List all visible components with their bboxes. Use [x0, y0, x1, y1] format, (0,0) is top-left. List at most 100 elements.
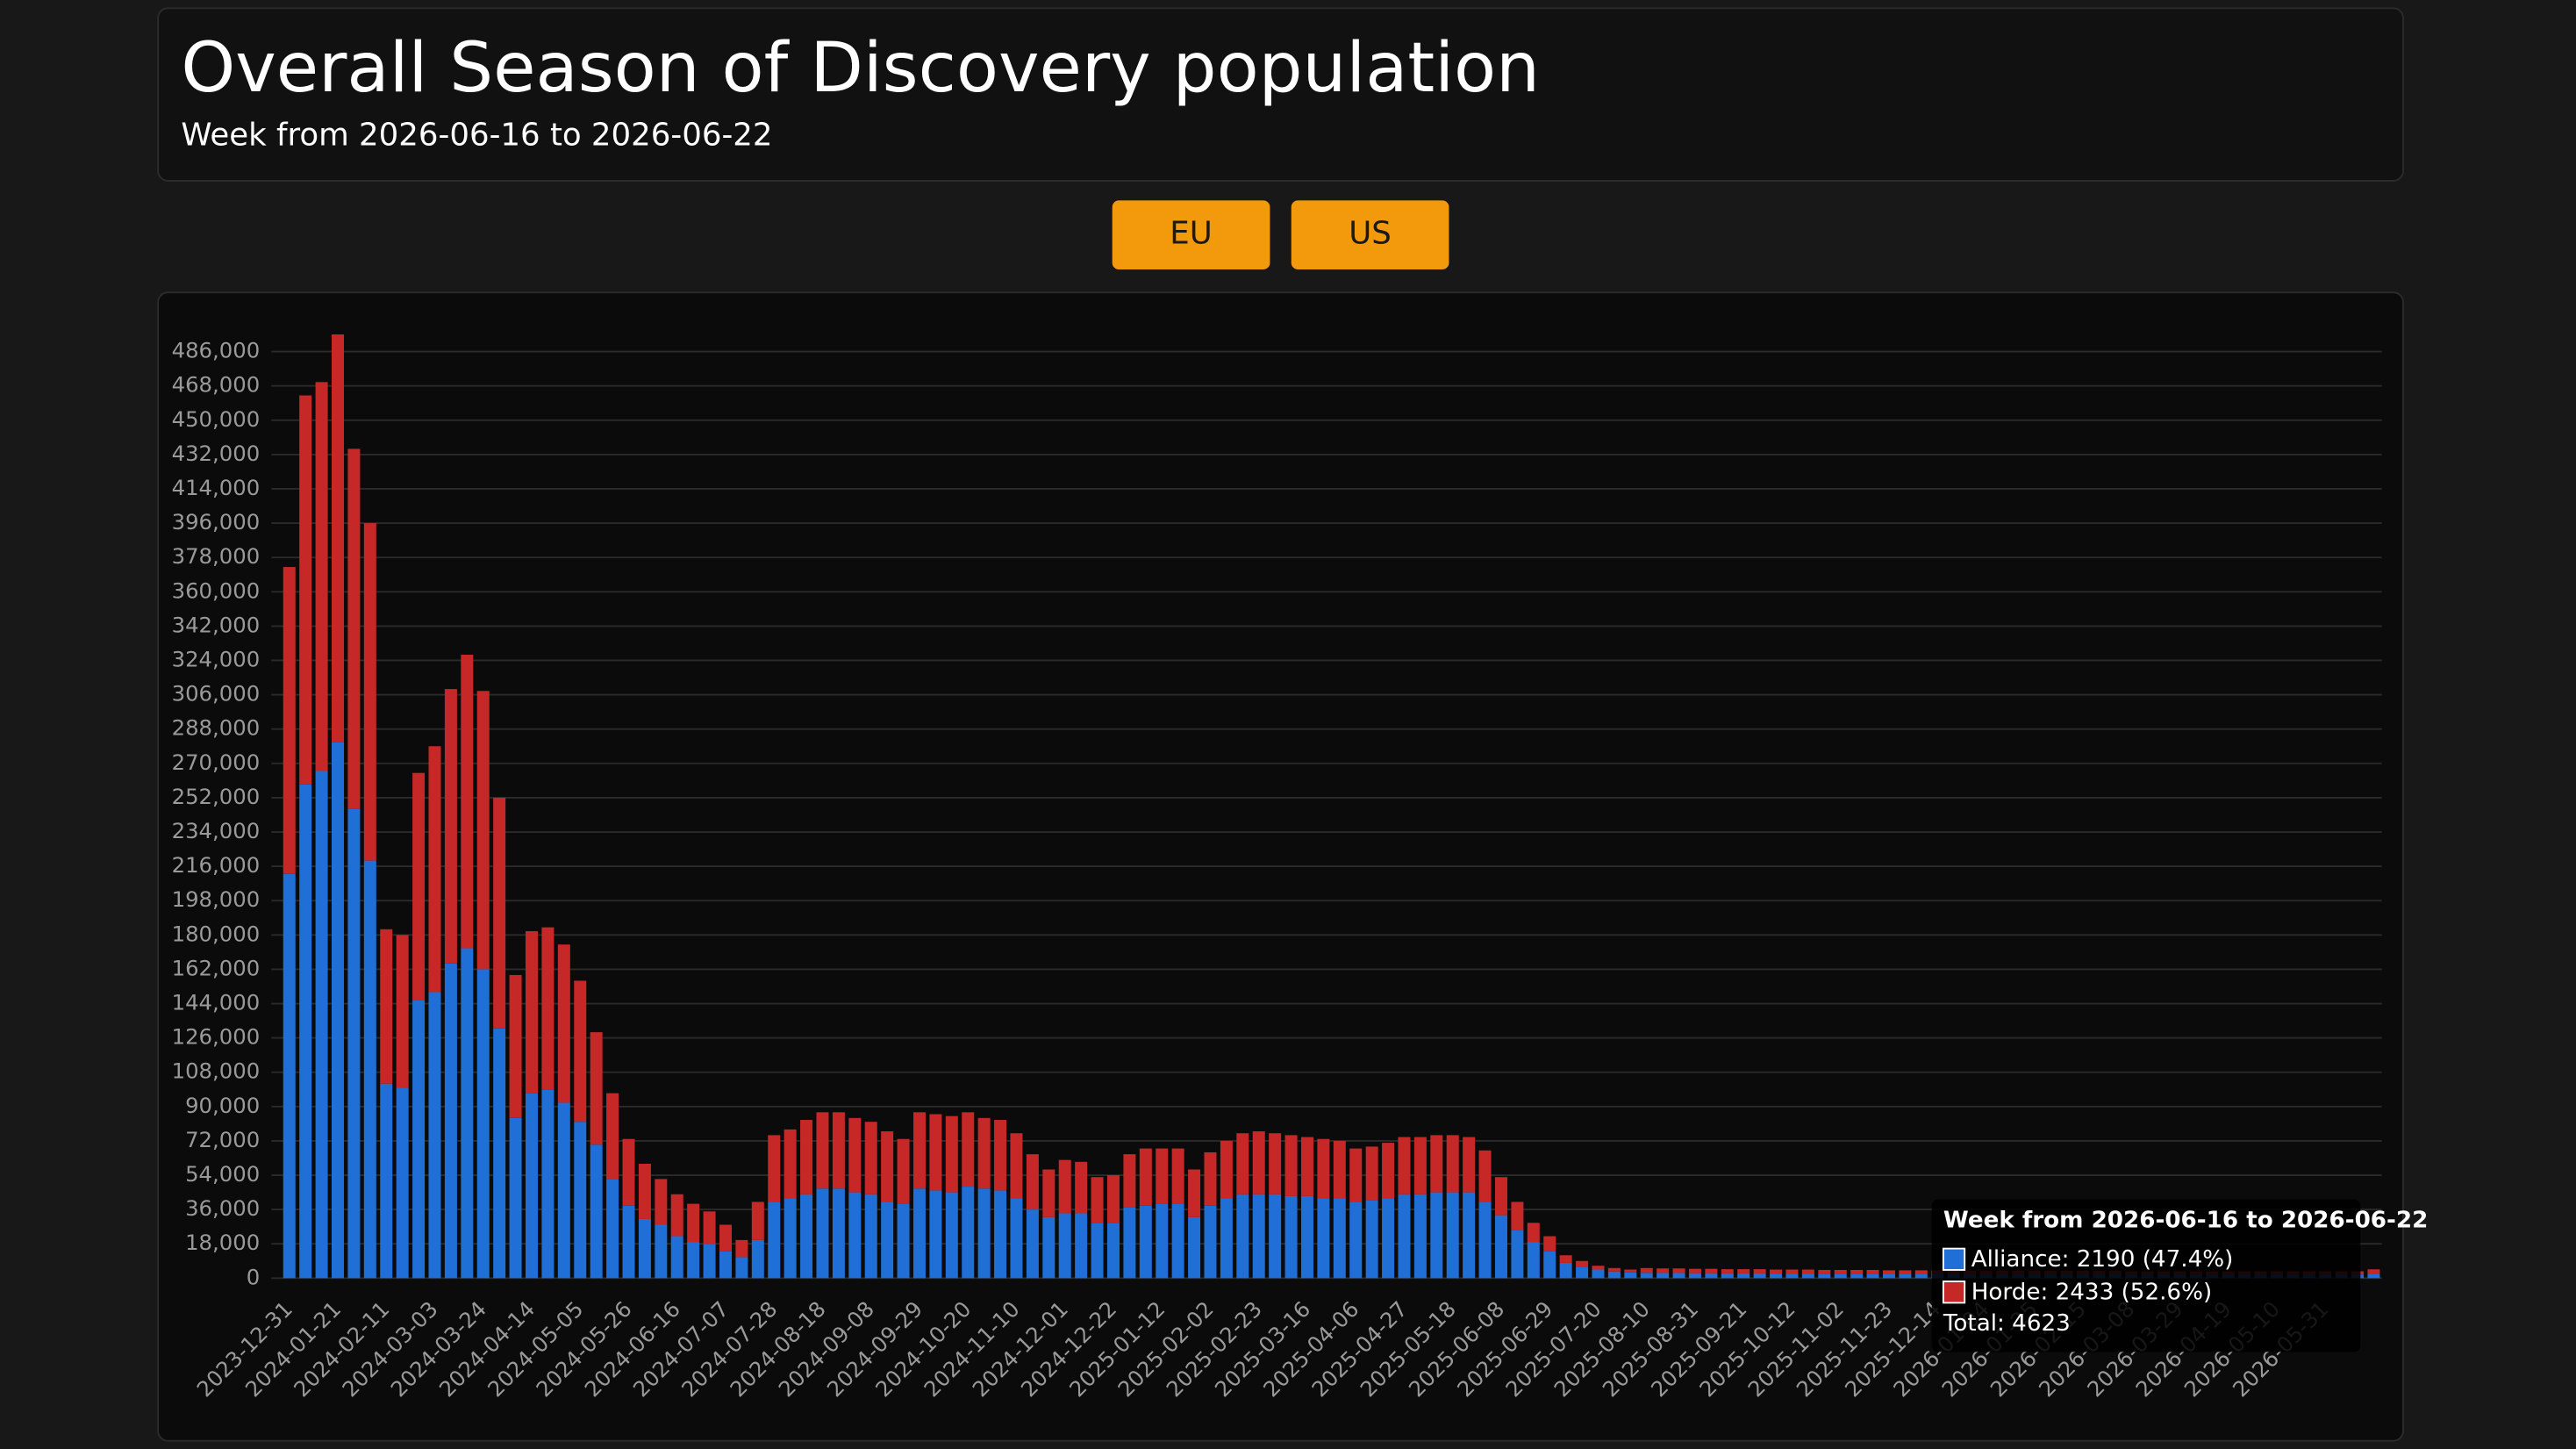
bar — [1446, 1135, 1459, 1193]
bar — [1010, 1133, 1023, 1199]
y-tick-label: 288,000 — [172, 715, 261, 741]
bar — [1753, 1273, 1766, 1279]
bar — [1866, 1269, 1879, 1274]
bar — [1705, 1273, 1718, 1279]
bar — [1882, 1273, 1895, 1279]
y-tick-label: 108,000 — [172, 1058, 261, 1084]
bar — [1365, 1146, 1378, 1201]
bar — [1333, 1140, 1346, 1199]
y-tick-label: 0 — [247, 1264, 260, 1289]
region-button[interactable] — [1291, 200, 1449, 269]
bar — [784, 1129, 797, 1199]
y-tick-label: 468,000 — [172, 372, 261, 398]
y-tick-label: 396,000 — [172, 509, 261, 534]
bar — [557, 944, 570, 1103]
bar — [1106, 1223, 1120, 1279]
y-tick-label: 342,000 — [172, 612, 261, 637]
bar — [1785, 1269, 1799, 1274]
bar — [1543, 1236, 1556, 1252]
bar — [347, 448, 361, 809]
bar — [1398, 1194, 1411, 1279]
bar — [1640, 1267, 1653, 1273]
bar — [574, 1122, 587, 1279]
bar — [1026, 1209, 1039, 1279]
bar — [428, 992, 441, 1279]
bar — [929, 1190, 942, 1279]
bar — [1463, 1137, 1476, 1193]
bar — [655, 1224, 668, 1279]
bar — [994, 1120, 1007, 1191]
bar — [1075, 1213, 1088, 1279]
bar — [1123, 1154, 1136, 1208]
y-tick-label: 90,000 — [185, 1093, 260, 1118]
bar — [1349, 1202, 1363, 1279]
y-tick-label: 144,000 — [172, 990, 261, 1015]
y-tick-label: 54,000 — [185, 1161, 260, 1187]
bar — [1269, 1133, 1282, 1194]
bar — [1672, 1273, 1685, 1279]
bar — [590, 1144, 603, 1279]
bar — [2367, 1269, 2380, 1274]
bar — [315, 771, 328, 1279]
bar — [1592, 1269, 1605, 1279]
tooltip-swatch — [1942, 1280, 1966, 1304]
bar — [1010, 1198, 1023, 1279]
bar — [622, 1205, 635, 1279]
bar — [832, 1188, 845, 1279]
bar — [557, 1102, 570, 1279]
bar — [1478, 1150, 1492, 1202]
bar — [1478, 1202, 1492, 1279]
bar — [1317, 1198, 1330, 1279]
bar — [509, 974, 522, 1118]
bar — [461, 654, 474, 949]
bar — [331, 334, 344, 742]
y-tick-label: 306,000 — [172, 681, 261, 707]
bar — [1737, 1269, 1750, 1273]
bar — [800, 1120, 813, 1194]
bar — [848, 1192, 862, 1279]
bar — [412, 772, 426, 1001]
bar — [1899, 1270, 1912, 1274]
bar — [1252, 1131, 1265, 1194]
bar — [1042, 1216, 1055, 1279]
bar — [1607, 1267, 1621, 1272]
bar — [1576, 1260, 1589, 1267]
page-subtitle: Week from 2026-06-16 to 2026-06-22 — [181, 117, 772, 153]
bar — [1446, 1192, 1459, 1279]
y-tick-label: 72,000 — [185, 1127, 260, 1152]
bar — [444, 689, 457, 964]
bar — [1106, 1175, 1120, 1223]
bar — [912, 1112, 926, 1189]
y-tick-label: 378,000 — [172, 543, 261, 569]
bar — [1430, 1192, 1443, 1279]
bar — [719, 1224, 732, 1252]
region-button[interactable] — [1112, 200, 1270, 269]
bar — [541, 927, 555, 1090]
bar — [1139, 1148, 1152, 1206]
bar — [1494, 1215, 1507, 1279]
bar — [1785, 1273, 1799, 1279]
bar — [703, 1211, 716, 1245]
bar — [945, 1115, 958, 1193]
y-tick-label: 252,000 — [172, 784, 261, 809]
bar — [687, 1203, 700, 1243]
bar — [1382, 1198, 1395, 1279]
bar — [1430, 1135, 1443, 1193]
bar — [1770, 1269, 1783, 1274]
button-label[interactable]: EU — [1170, 216, 1212, 252]
bar — [363, 860, 376, 1279]
bar — [1284, 1135, 1298, 1196]
bar — [606, 1093, 619, 1180]
bar — [670, 1194, 683, 1237]
tooltip-swatch — [1942, 1247, 1966, 1271]
bar — [800, 1194, 813, 1279]
bar — [945, 1192, 958, 1279]
button-label[interactable]: US — [1349, 216, 1392, 252]
bar — [1866, 1273, 1879, 1279]
bar — [1850, 1273, 1864, 1279]
bar — [751, 1202, 764, 1240]
tooltip-title: Week from 2026-06-16 to 2026-06-22 — [1943, 1207, 2428, 1233]
y-tick-label: 234,000 — [172, 818, 261, 843]
bar — [1026, 1154, 1039, 1210]
bar — [1657, 1273, 1670, 1279]
